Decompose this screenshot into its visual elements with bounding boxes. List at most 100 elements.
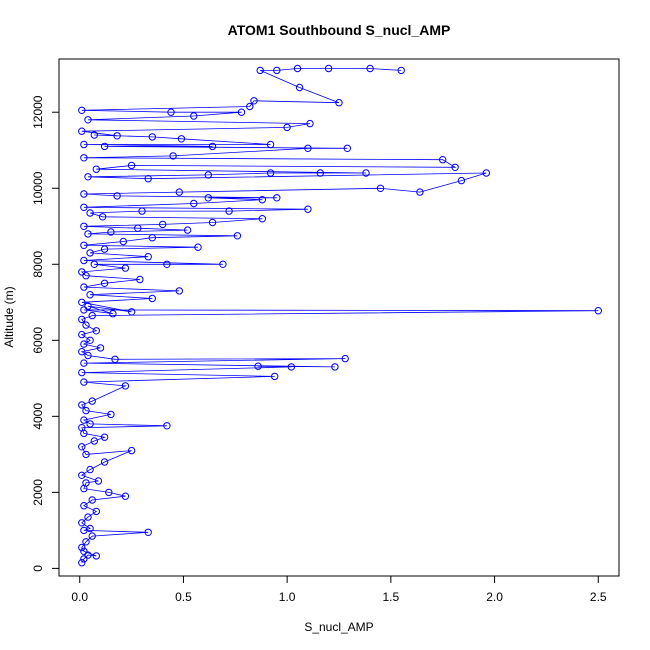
y-tick-label: 6000 — [31, 327, 45, 354]
data-point — [457, 176, 466, 185]
data-point — [78, 330, 86, 339]
data-point — [80, 203, 88, 212]
x-tick-label: 2.5 — [590, 590, 607, 604]
data-point — [324, 64, 333, 73]
data-point — [175, 188, 184, 196]
data-point — [136, 275, 144, 284]
y-tick-label: 12000 — [31, 95, 45, 129]
data-point — [148, 133, 157, 141]
y-tick-label: 10000 — [31, 171, 45, 205]
data-point — [84, 513, 92, 521]
data-point — [293, 64, 302, 73]
data-point — [86, 291, 94, 299]
data-point — [258, 215, 266, 223]
data-point — [416, 188, 424, 196]
x-tick-label: 1.5 — [383, 590, 400, 604]
data-point — [304, 205, 312, 213]
data-point — [78, 401, 86, 409]
data-point — [208, 142, 217, 151]
data-point — [258, 196, 266, 204]
data-point — [138, 207, 146, 215]
x-tick-label: 0.0 — [71, 590, 88, 604]
data-point — [159, 220, 167, 229]
data-point — [439, 156, 447, 164]
data-point — [78, 106, 86, 115]
data-point — [175, 287, 184, 295]
data-point — [86, 524, 94, 533]
data-point — [94, 477, 103, 485]
data-point — [163, 422, 171, 430]
data-point — [88, 311, 96, 320]
data-point — [177, 135, 186, 143]
x-tick-label: 1.0 — [279, 590, 296, 604]
data-point — [273, 66, 281, 75]
data-point — [183, 226, 192, 234]
data-point — [86, 465, 94, 474]
x-axis: 0.0 0.5 1.0 1.5 2.0 2.5 — [71, 575, 607, 604]
data-point — [121, 492, 130, 500]
data-point — [273, 194, 281, 202]
x-tick-label: 2.0 — [486, 590, 503, 604]
data-point — [86, 420, 94, 428]
data-point — [144, 528, 152, 536]
data-point — [316, 169, 324, 177]
data-point — [78, 543, 86, 552]
data-point — [109, 310, 117, 318]
data-point — [343, 144, 351, 153]
data-point — [144, 175, 152, 183]
data-point — [167, 108, 175, 116]
data-point — [246, 102, 254, 111]
data-point — [82, 538, 90, 546]
data-point — [80, 555, 88, 563]
data-point — [113, 132, 121, 140]
data-point — [190, 199, 198, 208]
data-point — [86, 209, 94, 217]
data-point — [295, 83, 304, 92]
data-point — [80, 222, 88, 231]
data-point — [256, 66, 264, 75]
data-point — [88, 532, 96, 540]
data-point — [111, 355, 119, 363]
data-point — [127, 161, 136, 170]
data-point — [304, 144, 312, 153]
data-point — [80, 547, 88, 555]
data-point — [84, 230, 92, 238]
series-line — [80, 68, 599, 563]
data-point — [78, 348, 86, 356]
data-point — [100, 433, 109, 441]
data-point — [266, 140, 275, 149]
data-point — [163, 260, 171, 268]
data-point — [78, 368, 86, 377]
data-point — [341, 354, 349, 363]
data-point — [306, 119, 314, 128]
data-point — [100, 245, 109, 253]
data-point — [204, 171, 213, 179]
data-point — [100, 279, 109, 287]
data-point — [80, 502, 88, 510]
data-point — [233, 232, 242, 240]
data-point — [219, 260, 227, 268]
data-point — [92, 552, 101, 560]
data-point — [80, 256, 88, 265]
data-point — [80, 190, 88, 198]
data-point — [78, 471, 86, 479]
data-point — [208, 218, 217, 227]
data-point — [82, 450, 90, 459]
y-axis: 0 2000 4000 6000 8000 10000 12000 — [31, 95, 60, 572]
data-point — [283, 123, 291, 132]
data-point — [86, 336, 94, 344]
data-point — [107, 228, 115, 236]
data-point — [107, 410, 115, 419]
data-point — [331, 363, 339, 371]
data-point — [376, 184, 385, 193]
data-point — [287, 363, 295, 371]
data-point — [148, 234, 157, 242]
data-point — [121, 264, 130, 272]
data-point — [237, 108, 246, 116]
y-tick-label: 8000 — [31, 251, 45, 278]
data-point — [88, 496, 96, 504]
data-point — [266, 169, 275, 177]
data-point — [92, 165, 101, 173]
data-point — [169, 152, 177, 160]
data-point — [271, 372, 279, 381]
